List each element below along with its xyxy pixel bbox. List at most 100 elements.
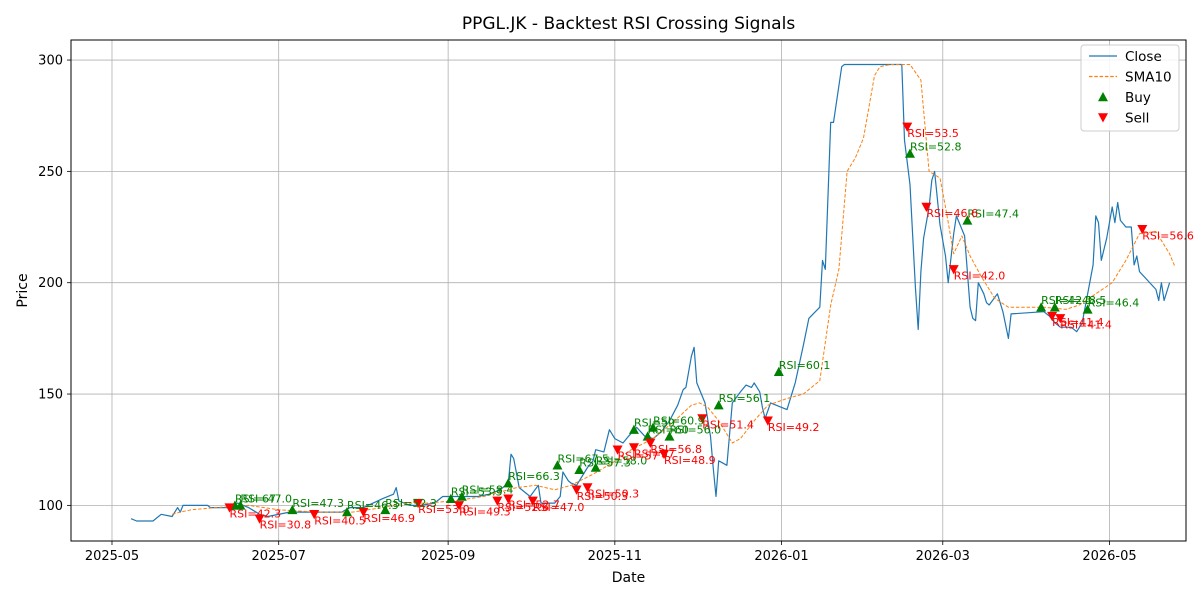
buy-annotation: RSI=60.1	[779, 359, 831, 372]
y-axis-label: Price	[15, 273, 31, 307]
sell-annotation: RSI=40.5	[314, 514, 366, 527]
buy-annotation: RSI=56.1	[719, 392, 771, 405]
sell-marker	[762, 416, 773, 426]
sell-annotation: RSI=49.2	[768, 421, 820, 434]
sell-marker	[612, 445, 623, 455]
sell-marker	[224, 503, 235, 513]
buy-annotation: RSI=47.4	[967, 207, 1019, 220]
buy-annotation: RSI=52.8	[910, 141, 962, 154]
buy-marker	[342, 507, 353, 517]
legend: Close SMA10 Buy Sell	[1080, 44, 1180, 132]
legend-buy-swatch	[1098, 92, 1108, 102]
buy-annotation: RSI=58.4	[462, 483, 514, 496]
legend-box	[1080, 44, 1180, 132]
legend-sell-swatch	[1098, 113, 1108, 123]
sell-annotation: RSI=49.3	[459, 505, 511, 518]
sell-annotation: RSI=50.3	[577, 490, 629, 503]
sell-marker	[413, 498, 424, 509]
sell-marker	[454, 501, 465, 511]
sell-annotation: RSI=52.6	[497, 501, 549, 514]
buy-annotation: RSI=60.9	[653, 414, 705, 427]
buy-marker	[287, 504, 298, 515]
buy-marker	[648, 422, 659, 432]
sell-annotation: RSI=48.9	[664, 454, 716, 467]
sell-marker	[254, 514, 265, 524]
buy-annotation: RSI=60	[648, 423, 689, 436]
sell-marker	[697, 414, 708, 424]
sell-annotation: RSI=42.0	[954, 269, 1006, 282]
axes: 2025-05 2025-07 2025-09 2025-11 2026-01 2026-…	[38, 54, 1136, 564]
buy-annotation: RSI=59	[634, 417, 675, 430]
sell-marker	[659, 449, 670, 460]
legend-label-sell: Sell	[1125, 111, 1149, 127]
gridlines	[71, 40, 1186, 541]
buy-annotation: RSI=42.1	[1041, 294, 1093, 307]
buy-marker	[1036, 302, 1047, 312]
legend-label-buy: Buy	[1125, 90, 1151, 106]
y-tick-label: 150	[38, 388, 63, 403]
buy-annotation: RSI=46.4	[1088, 296, 1140, 309]
sell-annotation: RSI=30.8	[260, 519, 312, 532]
buy-marker	[642, 431, 653, 441]
sell-annotation: RSI=57	[634, 447, 675, 460]
sell-marker	[582, 483, 593, 493]
sell-annotation: RSI=42.3	[230, 508, 282, 521]
sell-annotation: RSI=50.3	[588, 488, 640, 501]
buy-marker	[713, 400, 724, 410]
sell-marker	[527, 496, 538, 506]
sell-marker	[1055, 314, 1066, 324]
buy-annotation: RSI=53.3	[451, 486, 503, 499]
sell-annotation: RSI=57	[618, 450, 659, 463]
sell-annotation: RSI=41.4	[1060, 318, 1112, 331]
legend-label-sma10: SMA10	[1125, 70, 1172, 86]
buy-annotation: RSI=47.0	[240, 492, 292, 505]
buy-marker	[235, 500, 246, 510]
x-tick-label: 2025-05	[85, 549, 139, 564]
x-tick-label: 2026-03	[916, 549, 970, 564]
sell-annotation: RSI=47.0	[533, 501, 585, 514]
series-line-close	[130, 63, 1171, 522]
sell-annotation: RSI=53.0	[418, 503, 470, 516]
buy-marker	[445, 493, 456, 503]
buy-marker	[773, 366, 784, 377]
buy-marker	[503, 478, 514, 488]
sell-marker	[571, 485, 582, 495]
sell-marker	[902, 122, 913, 132]
x-tick-label: 2025-07	[252, 549, 306, 564]
sell-annotation: RSI=52.7	[508, 499, 560, 512]
buy-annotation: RSI=52.3	[385, 497, 437, 510]
buy-marker	[1082, 304, 1093, 314]
x-tick-label: 2025-11	[588, 549, 642, 564]
x-tick-label: 2026-05	[1082, 549, 1136, 564]
sell-marker	[503, 494, 514, 504]
sell-annotation: RSI=46.6	[926, 207, 978, 220]
buy-marker	[456, 491, 467, 501]
x-axis-label: Date	[612, 570, 645, 586]
legend-label-close: Close	[1125, 49, 1162, 65]
plot-area-frame	[70, 39, 1187, 542]
sell-marker	[1047, 311, 1058, 322]
buy-annotation: RSI=67	[235, 492, 276, 505]
buy-annotation: RSI=46.3	[347, 499, 399, 512]
x-tick-label: 2025-09	[421, 549, 475, 564]
sell-annotation: RSI=56.6	[1142, 229, 1194, 242]
sell-marker	[309, 510, 320, 520]
sell-marker	[921, 202, 932, 212]
sell-annotation: RSI=53.5	[907, 127, 959, 140]
buy-annotation: RSI=66.3	[508, 470, 560, 483]
sell-annotation: RSI=56.8	[650, 443, 702, 456]
buy-marker	[380, 504, 391, 515]
sell-marker	[628, 443, 639, 453]
buy-marker	[1049, 302, 1060, 312]
sell-marker	[492, 496, 503, 506]
buy-annotation: RSI=57.3	[579, 457, 631, 470]
y-tick-label: 100	[38, 499, 63, 514]
x-tick-label: 2026-01	[754, 549, 808, 564]
sell-marker	[358, 507, 369, 518]
sell-annotation: RSI=51.4	[702, 419, 754, 432]
series-lines	[130, 63, 1176, 522]
chart-title: PPGL.JK - Backtest RSI Crossing Signals	[462, 14, 796, 34]
